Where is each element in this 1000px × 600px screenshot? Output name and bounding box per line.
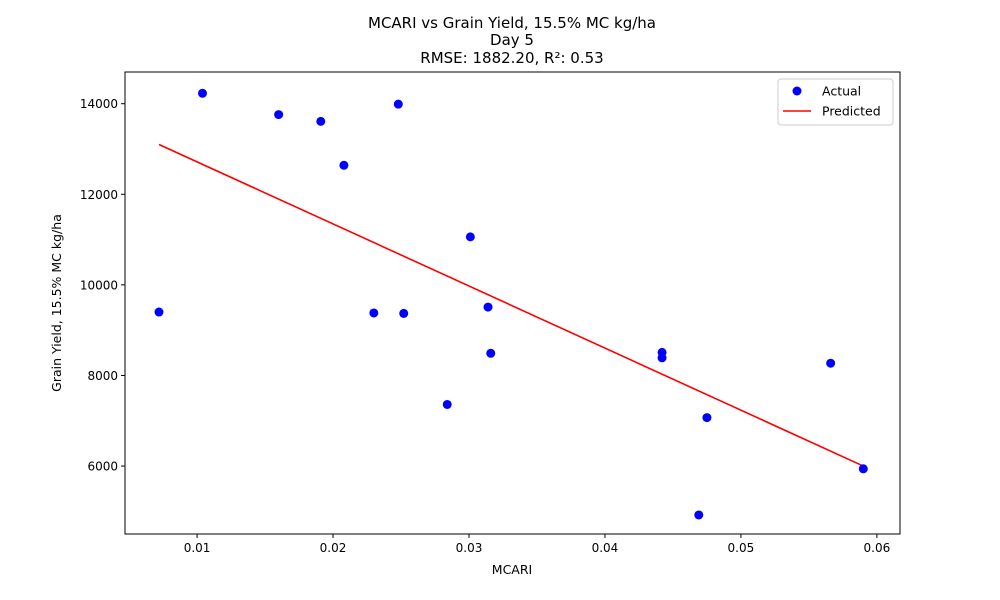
data-point-10 — [465, 232, 475, 242]
data-point-1 — [154, 307, 164, 317]
data-point-9 — [442, 399, 452, 409]
x-tick-label: 0.02 — [320, 541, 347, 555]
data-point-11 — [483, 302, 493, 312]
legend: Actual Predicted — [777, 78, 894, 126]
legend-box — [777, 78, 894, 126]
y-axis: 6000 8000 10000 12000 14000 — [80, 97, 125, 474]
x-tick-label: 0.05 — [728, 541, 755, 555]
predicted-line — [158, 143, 864, 467]
data-point-15 — [694, 510, 704, 520]
plot-frame — [124, 71, 901, 535]
x-tick-label: 0.04 — [592, 541, 619, 555]
chart-title: MCARI vs Grain Yield, 15.5% MC kg/ha — [368, 14, 656, 32]
y-axis-label: Grain Yield, 15.5% MC kg/ha — [49, 214, 64, 392]
y-tick-label: 10000 — [80, 278, 118, 292]
y-tick-label: 8000 — [87, 369, 118, 383]
legend-label-actual: Actual — [822, 84, 861, 99]
x-axis: 0.01 0.02 0.03 0.04 0.05 0.06 — [184, 534, 891, 555]
legend-label-predicted: Predicted — [822, 104, 881, 119]
chart-metrics: RMSE: 1882.20, R²: 0.53 — [420, 49, 603, 67]
data-point-17 — [826, 358, 836, 368]
data-point-3 — [274, 110, 284, 120]
data-point-5 — [339, 160, 349, 170]
y-tick-label: 6000 — [87, 460, 118, 474]
data-point-7 — [393, 99, 403, 109]
data-point-4 — [316, 116, 326, 126]
data-point-14 — [657, 353, 667, 363]
y-tick-label: 14000 — [80, 97, 118, 111]
x-tick-label: 0.03 — [456, 541, 483, 555]
data-point-12 — [486, 348, 496, 358]
data-point-16 — [702, 413, 712, 423]
x-tick-label: 0.01 — [184, 541, 211, 555]
y-tick-label: 12000 — [80, 188, 118, 202]
x-tick-label: 0.06 — [864, 541, 891, 555]
legend-marker-actual — [792, 86, 802, 96]
data-point-2 — [198, 88, 207, 98]
data-point-8 — [399, 308, 409, 318]
plot-content — [154, 88, 868, 520]
x-axis-label: MCARI — [492, 562, 532, 577]
data-point-18 — [858, 464, 868, 474]
data-point-6 — [369, 308, 379, 318]
chart-subtitle: Day 5 — [490, 31, 534, 49]
